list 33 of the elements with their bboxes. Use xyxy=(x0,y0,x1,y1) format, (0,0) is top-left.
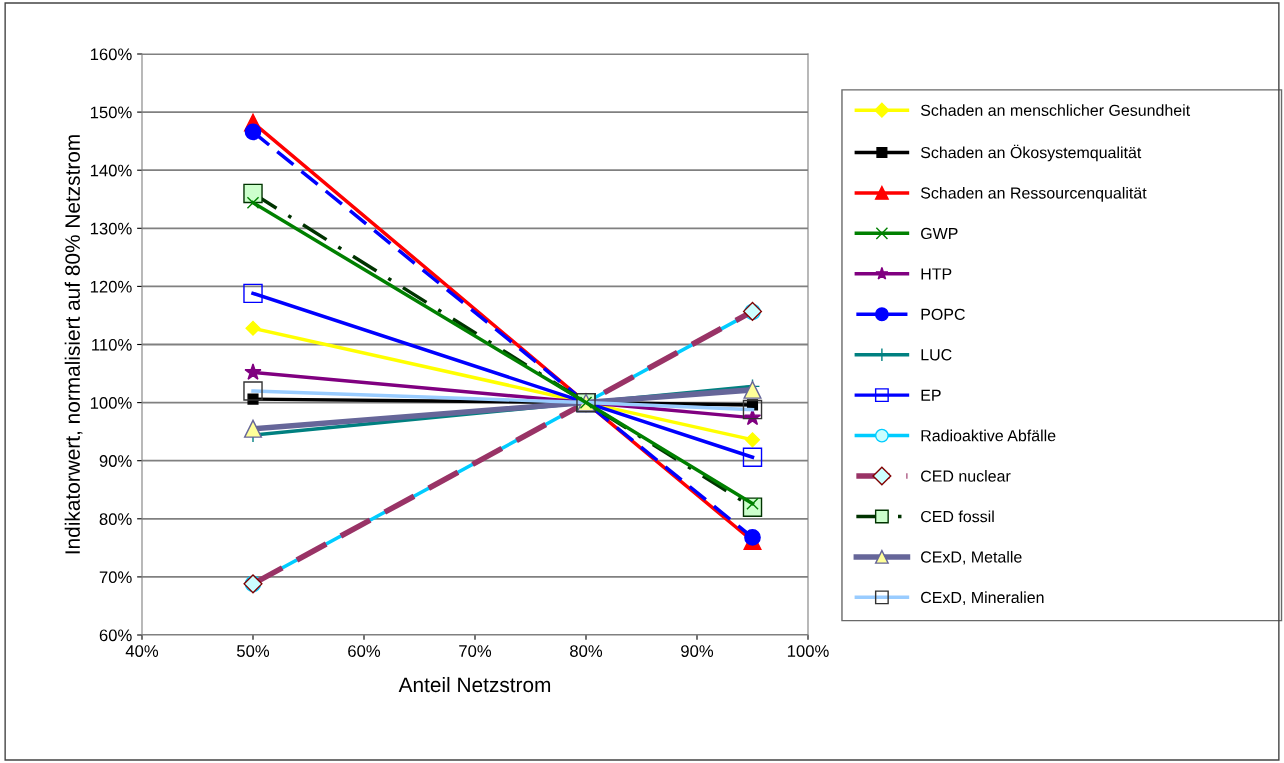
x-tick-label: 70% xyxy=(459,645,492,657)
legend-label: Schaden an Ökosystemqualität xyxy=(920,144,1142,162)
y-tick-label: 160% xyxy=(90,48,132,61)
y-tick-label: 130% xyxy=(90,222,132,235)
legend-label: POPC xyxy=(921,308,965,320)
x-tick-label: 50% xyxy=(236,645,270,657)
x-tick-label: 40% xyxy=(125,645,159,657)
legend-label: Schaden an Ressourcenqualität xyxy=(920,186,1147,202)
legend-label: LUC xyxy=(921,349,952,361)
legend-label: EP xyxy=(921,389,941,401)
y-tick-label: 60% xyxy=(99,629,132,642)
y-tick-label: 110% xyxy=(92,338,132,351)
x-tick-label: 80% xyxy=(570,645,603,657)
y-tick-label: 140% xyxy=(90,164,132,177)
legend-label: CExD, Metalle xyxy=(921,550,1022,565)
legend-label: CED nuclear xyxy=(921,470,1011,482)
y-tick-label: 150% xyxy=(90,106,132,119)
legend-label: HTP xyxy=(921,268,952,280)
legend-label: GWP xyxy=(921,227,958,240)
y-tick-label: 120% xyxy=(90,280,132,293)
x-tick-label: 90% xyxy=(681,645,714,657)
legend-label: Schaden an menschlicher Gesundheit xyxy=(920,104,1191,116)
y-tick-label: 90% xyxy=(99,455,132,467)
x-axis-title: Anteil Netzstrom xyxy=(398,676,551,693)
y-axis-title: Indikatorwert, normalisiert auf 80% Netzstrom xyxy=(64,135,83,554)
x-tick-label: 60% xyxy=(348,645,381,657)
y-tick-label: 70% xyxy=(99,571,132,584)
y-tick-label: 80% xyxy=(99,513,132,525)
y-tick-label: 100% xyxy=(90,397,132,409)
legend-label: CExD, Mineralien xyxy=(921,591,1044,605)
legend-label: Radioaktive Abfälle xyxy=(921,429,1056,442)
x-tick-label: 100% xyxy=(787,645,829,657)
legend-label: CED fossil xyxy=(921,510,994,523)
